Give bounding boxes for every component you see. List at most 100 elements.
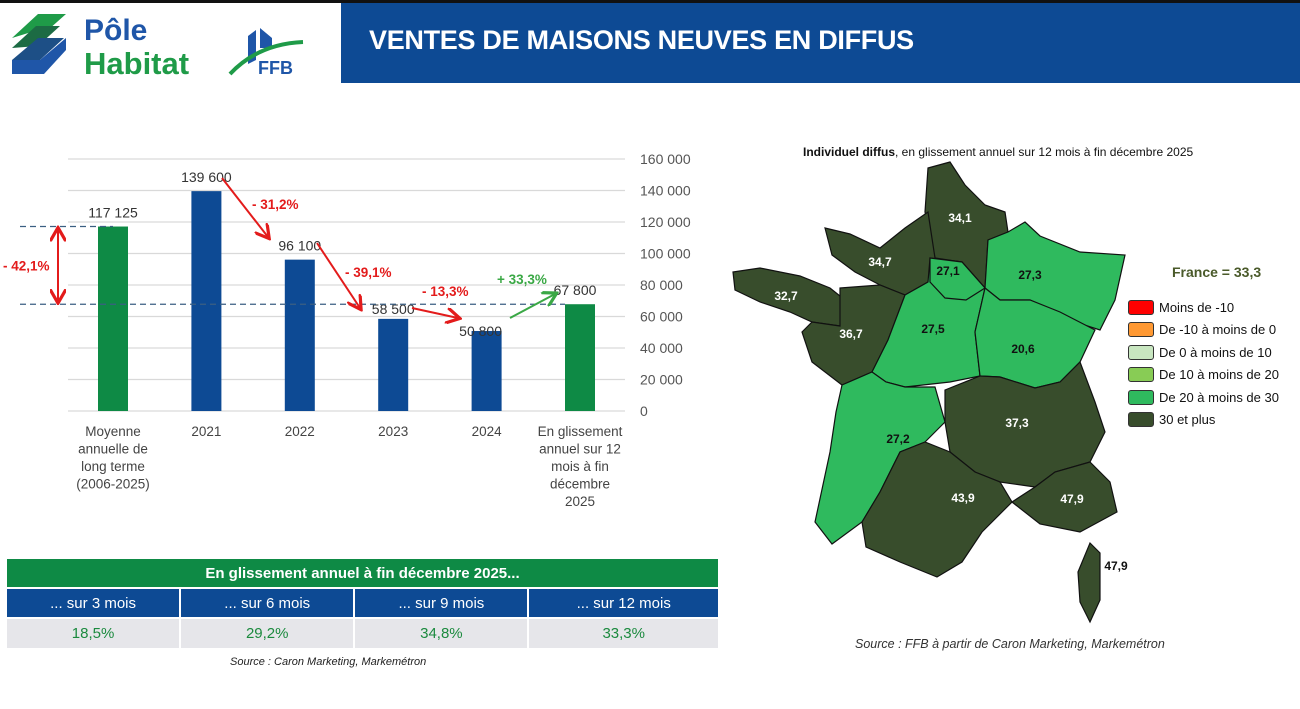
region-value-label: 27,1 (936, 264, 960, 278)
x-tick-label: (2006-2025) (76, 477, 150, 492)
trend-arrow (411, 307, 458, 318)
growth-table: En glissement annuel à fin décembre 2025… (5, 559, 720, 648)
y-tick-label: 140 000 (640, 183, 691, 199)
source-right: Source : FFB à partir de Caron Marketing… (855, 637, 1165, 651)
annotation-label: - 31,2% (252, 197, 299, 212)
bar (471, 330, 502, 411)
bar-value-label: 96 100 (278, 238, 321, 254)
y-tick-label: 80 000 (640, 277, 683, 293)
map-region (871, 257, 986, 388)
bar-value-label: 58 500 (372, 301, 415, 317)
map-legend: Moins de -10 De -10 à moins de 0 De 0 à mo… (1128, 296, 1279, 431)
bar (378, 318, 409, 411)
bar (191, 191, 222, 411)
map-region (974, 286, 1096, 389)
map-region (944, 360, 1106, 488)
x-tick-label: 2022 (285, 424, 315, 439)
y-tick-label: 0 (640, 403, 648, 419)
table-cell: 33,3% (529, 617, 718, 648)
y-tick-label: 160 000 (640, 151, 691, 167)
map-region (1010, 461, 1118, 533)
annotation-label: - 13,3% (422, 284, 469, 299)
region-value-label: 20,6 (1011, 342, 1035, 356)
x-tick-label: annuelle de (78, 442, 148, 457)
legend-label: 30 et plus (1159, 412, 1216, 428)
bar (98, 226, 128, 411)
legend-swatch (1128, 322, 1154, 338)
x-tick-label: mois à fin (551, 459, 609, 474)
bar-value-label: 139 600 (181, 169, 232, 185)
legend-label: Moins de -10 (1159, 299, 1235, 315)
region-value-label: 27,2 (886, 432, 910, 446)
table-cell: 18,5% (7, 617, 180, 648)
legend-item: De 20 à moins de 30 (1128, 386, 1279, 409)
trend-arrow (316, 242, 360, 308)
table-header: ... sur 9 mois (355, 587, 528, 617)
x-tick-label: long terme (81, 459, 145, 474)
map-region (1077, 541, 1101, 624)
y-tick-label: 60 000 (640, 309, 683, 325)
annotation-label: - 42,1% (3, 258, 50, 273)
bar-value-label: 50 800 (459, 323, 502, 339)
region-value-label: 47,9 (1060, 492, 1084, 506)
legend-label: De -10 à moins de 0 (1159, 322, 1277, 338)
x-tick-label: Moyenne (85, 424, 141, 439)
legend-item: Moins de -10 (1128, 296, 1279, 319)
region-value-label: 36,7 (839, 327, 863, 341)
source-left: Source : Caron Marketing, Markemétron (230, 656, 427, 668)
legend-swatch (1128, 389, 1154, 405)
table-header: ... sur 3 mois (7, 587, 180, 617)
title-banner: VENTES DE MAISONS NEUVES EN DIFFUS (341, 3, 1300, 83)
map-region (924, 161, 1009, 290)
france-total: France = 33,3 (1172, 264, 1262, 280)
table-header: ... sur 12 mois (529, 587, 718, 617)
map-region (861, 441, 1013, 578)
map-region (814, 371, 946, 545)
table-title: En glissement annuel à fin décembre 2025… (7, 559, 718, 587)
table-cell: 29,2% (181, 617, 354, 648)
legend-swatch (1128, 299, 1154, 315)
legend-swatch (1128, 367, 1154, 383)
legend-item: De 0 à moins de 10 (1128, 341, 1279, 364)
trend-arrow (509, 294, 555, 319)
legend-item: 30 et plus (1128, 409, 1279, 432)
x-tick-label: 2021 (191, 424, 221, 439)
x-tick-label: annuel sur 12 (539, 442, 621, 457)
map-region (801, 284, 906, 386)
svg-text:Habitat: Habitat (84, 46, 189, 78)
bar (284, 259, 315, 411)
map-region (929, 257, 986, 301)
table-cell: 34,8% (355, 617, 528, 648)
annotation-label: + 33,3% (497, 272, 547, 287)
x-tick-label: En glissement (538, 424, 623, 439)
svg-text:FFB: FFB (258, 58, 293, 78)
table-header: ... sur 6 mois (181, 587, 354, 617)
bar-value-label: 117 125 (88, 205, 138, 221)
x-tick-label: décembre (550, 477, 610, 492)
svg-text:Pôle: Pôle (84, 14, 147, 47)
map-title-bold: Individuel diffus (803, 145, 895, 159)
map-title-rest: , en glissement annuel sur 12 mois à fin… (895, 145, 1194, 159)
region-value-label: 27,5 (921, 322, 945, 336)
map-region (984, 221, 1126, 331)
legend-item: De 10 à moins de 20 (1128, 364, 1279, 387)
page-title: VENTES DE MAISONS NEUVES EN DIFFUS (369, 25, 914, 55)
legend-label: De 0 à moins de 10 (1159, 344, 1272, 360)
region-value-label: 27,3 (1018, 268, 1042, 282)
legend-swatch (1128, 412, 1154, 428)
pole-habitat-ffb-logo: Pôle Habitat FFB (12, 14, 304, 78)
x-tick-label: 2025 (565, 494, 595, 509)
legend-item: De -10 à moins de 0 (1128, 319, 1279, 342)
bar-chart: 0 20 000 40 000 60 000 80 000 100 000 120 000 1… (3, 151, 691, 509)
region-value-label: 32,7 (774, 289, 798, 303)
x-tick-label: 2023 (378, 424, 408, 439)
trend-arrow (221, 177, 268, 237)
y-tick-label: 120 000 (640, 214, 691, 230)
region-value-label: 43,9 (951, 491, 975, 505)
map-title: Individuel diffus, en glissement annuel … (803, 145, 1193, 159)
map-region (824, 210, 936, 296)
x-tick-label: 2024 (472, 424, 503, 439)
region-value-label: 34,7 (868, 255, 892, 269)
top-border (0, 0, 1300, 3)
legend-label: De 10 à moins de 20 (1159, 367, 1279, 383)
